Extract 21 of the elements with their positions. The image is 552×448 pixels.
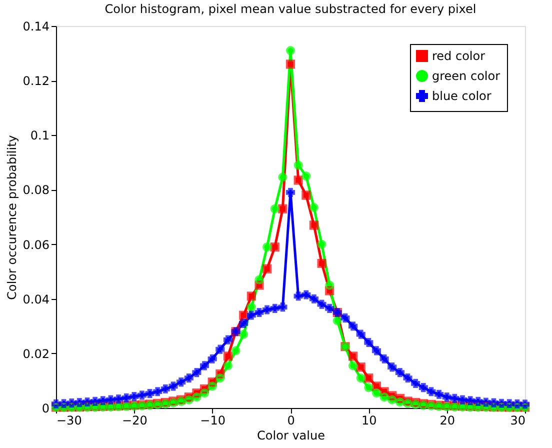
legend-label: red color — [432, 49, 486, 63]
y-tick-label: 0 — [42, 402, 50, 416]
x-tick-label: −10 — [200, 414, 226, 428]
x-tick-label: 20 — [440, 414, 455, 428]
y-tick-label: 0.02 — [22, 346, 50, 361]
y-tick-label: 0.08 — [22, 183, 50, 198]
y-axis-title: Color occurence probability — [4, 135, 19, 300]
chart-title: Color histogram, pixel mean value substracted for every pixel — [104, 2, 476, 16]
x-tick-label: 30 — [510, 414, 526, 428]
legend-label: green color — [432, 69, 500, 83]
x-tick-label: −20 — [122, 414, 148, 428]
x-axis-title: Color value — [257, 428, 325, 442]
y-tick-label: 0.14 — [22, 20, 50, 34]
y-tick-label: 0.06 — [22, 238, 50, 252]
x-tick-label: −30 — [56, 414, 82, 428]
x-tick-label: 0 — [287, 414, 295, 428]
x-tick-label: 10 — [362, 414, 377, 428]
y-tick-label: 0.04 — [22, 292, 50, 306]
y-tick-label: 0.1 — [30, 128, 50, 143]
legend-label: blue color — [432, 89, 492, 103]
y-tick-label: 0.12 — [22, 74, 50, 88]
